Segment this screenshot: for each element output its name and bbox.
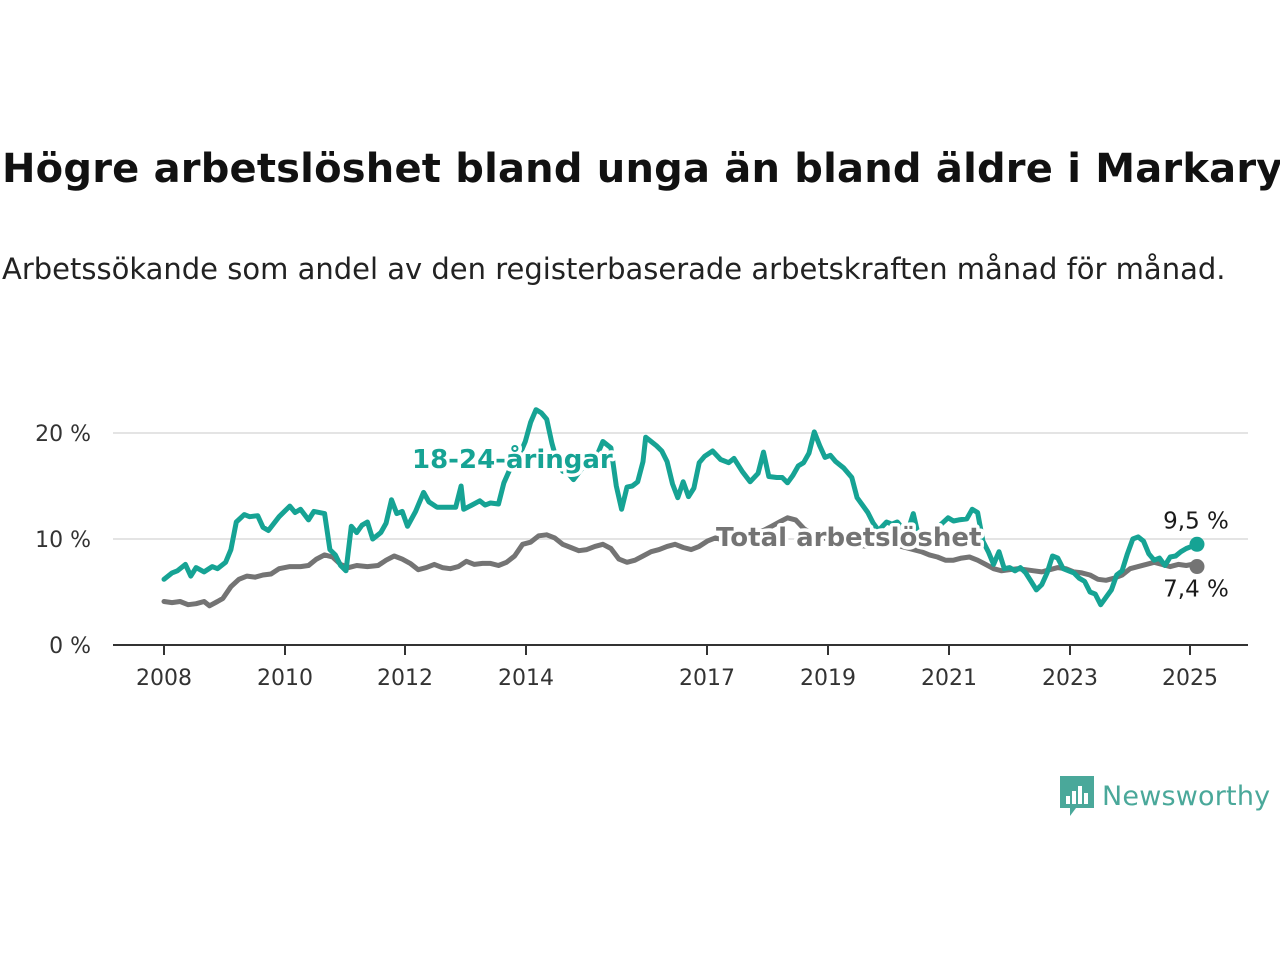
x-tick-label: 2025: [1162, 666, 1218, 691]
x-tick-label: 2017: [679, 666, 735, 691]
end-value-18-24: 9,5 %: [1163, 508, 1229, 534]
end-value-total: 7,4 %: [1163, 577, 1229, 603]
y-tick-label: 20 %: [35, 422, 91, 447]
series-line-18-24: [161, 407, 1200, 608]
line-chart: 0 % 10 % 20 % 2008 2010 2012 2014 2017 2019 2021…: [35, 407, 1248, 691]
y-tick-label: 0 %: [49, 634, 91, 659]
end-point-18-24: [1189, 536, 1205, 552]
newsworthy-logo-icon: [1060, 776, 1094, 816]
brand-name: Newsworthy: [1102, 780, 1271, 812]
series-label-18-24-halo: 18-24-åringar: [412, 443, 613, 475]
x-tick-label: 2023: [1042, 666, 1098, 691]
x-tick-label: 2019: [800, 666, 856, 691]
brand-logo: Newsworthy: [1058, 774, 1270, 818]
series-label-total-halo: Total arbetslöshet: [716, 523, 981, 553]
x-tick-label: 2014: [498, 666, 554, 691]
x-tick-label: 2012: [377, 666, 433, 691]
page-title: Högre arbetslöshet bland unga än bland ä…: [2, 146, 1280, 192]
series-label-18-24: 18-24-åringar: [412, 443, 613, 475]
series-group: [161, 407, 1205, 609]
x-tick-label: 2008: [136, 666, 192, 691]
grid-lines: [113, 432, 1248, 540]
series-label-total: Total arbetslöshet: [716, 523, 981, 553]
page-subtitle: Arbetssökande som andel av den registerb…: [2, 252, 1226, 286]
x-tick-label: 2010: [257, 666, 313, 691]
x-tick-label: 2021: [921, 666, 977, 691]
y-tick-label: 10 %: [35, 528, 91, 553]
end-point-total: [1189, 559, 1205, 575]
x-axis: 2008 2010 2012 2014 2017 2019 2021 2023 2025: [113, 644, 1248, 691]
series-line-total: [161, 515, 1200, 609]
y-axis: 0 % 10 % 20 %: [35, 422, 91, 659]
